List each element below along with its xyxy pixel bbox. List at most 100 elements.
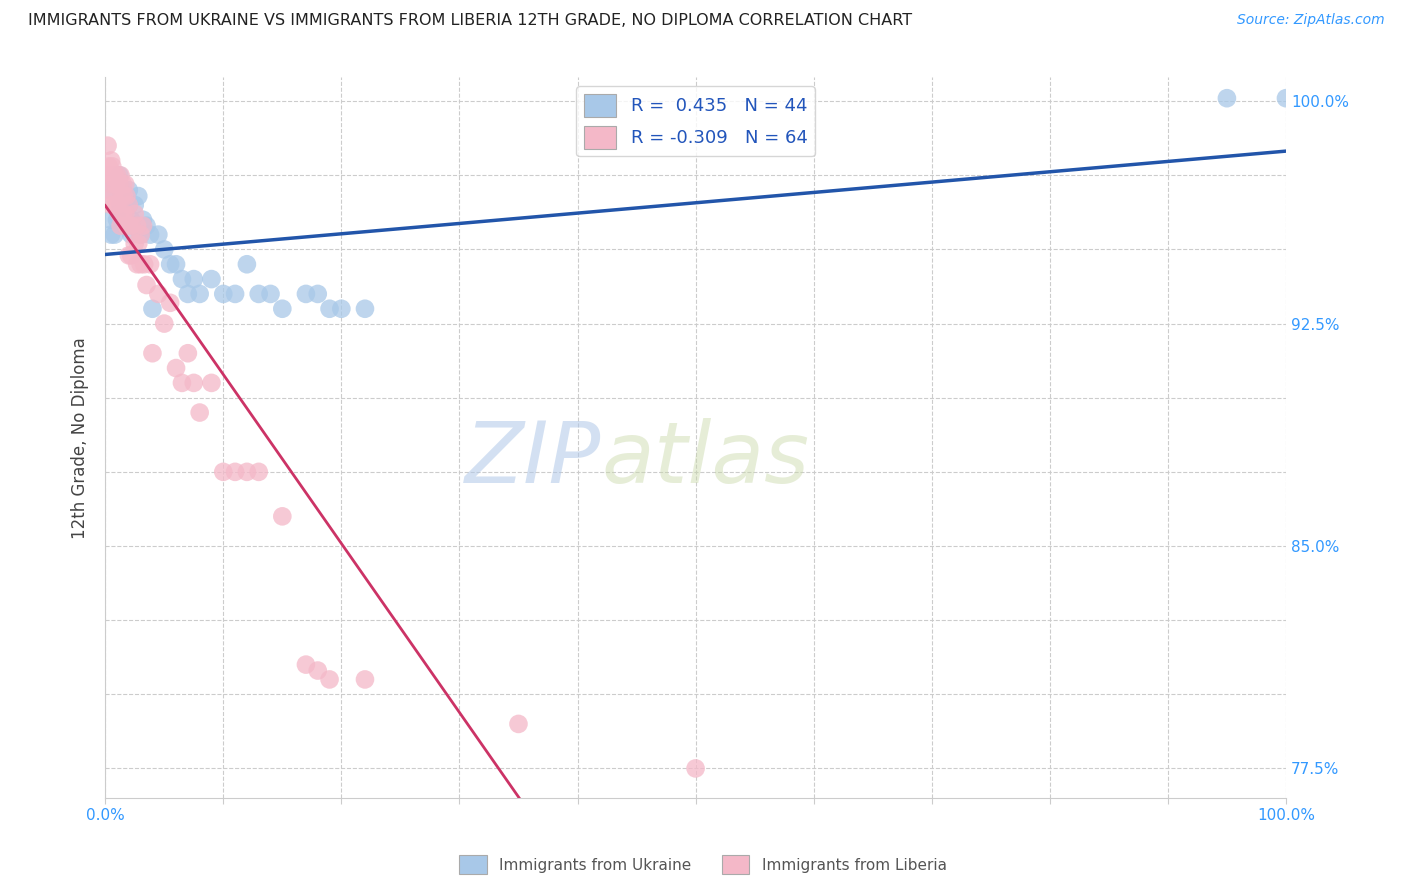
Point	[108, 207, 131, 221]
Point	[159, 295, 181, 310]
Point	[153, 243, 176, 257]
Point	[135, 278, 157, 293]
Text: Source: ZipAtlas.com: Source: ZipAtlas.com	[1237, 13, 1385, 28]
Point	[177, 287, 200, 301]
Point	[170, 272, 193, 286]
Point	[307, 664, 329, 678]
Point	[236, 257, 259, 271]
Point	[108, 178, 131, 192]
Point	[118, 198, 141, 212]
Point	[148, 227, 170, 242]
Point	[98, 169, 121, 183]
Point	[212, 287, 235, 301]
Point	[183, 272, 205, 286]
Point	[120, 227, 142, 242]
Point	[124, 198, 146, 212]
Point	[271, 301, 294, 316]
Point	[183, 376, 205, 390]
Point	[111, 219, 134, 233]
Point	[105, 169, 128, 183]
Point	[1216, 91, 1239, 105]
Point	[188, 287, 211, 301]
Point	[101, 160, 124, 174]
Point	[100, 183, 122, 197]
Point	[354, 673, 377, 687]
Point	[1275, 91, 1298, 105]
Point	[170, 376, 193, 390]
Point	[129, 227, 152, 242]
Point	[295, 287, 318, 301]
Point	[104, 198, 127, 212]
Point	[236, 465, 259, 479]
Point	[110, 169, 132, 183]
Point	[103, 169, 125, 183]
Point	[508, 717, 530, 731]
Point	[118, 183, 141, 197]
Point	[120, 212, 142, 227]
Point	[108, 169, 131, 183]
Point	[685, 761, 707, 775]
Point	[118, 198, 141, 212]
Point	[212, 465, 235, 479]
Point	[165, 361, 187, 376]
Text: IMMIGRANTS FROM UKRAINE VS IMMIGRANTS FROM LIBERIA 12TH GRADE, NO DIPLOMA CORREL: IMMIGRANTS FROM UKRAINE VS IMMIGRANTS FR…	[28, 13, 912, 29]
Point	[120, 248, 142, 262]
Point	[104, 169, 127, 183]
Point	[141, 346, 163, 360]
Point	[100, 212, 122, 227]
Point	[124, 236, 146, 251]
Point	[165, 257, 187, 271]
Point	[200, 376, 222, 390]
Point	[114, 178, 136, 192]
Point	[307, 287, 329, 301]
Point	[318, 673, 340, 687]
Point	[115, 219, 138, 233]
Point	[259, 287, 281, 301]
Legend: R =  0.435   N = 44, R = -0.309   N = 64: R = 0.435 N = 44, R = -0.309 N = 64	[576, 87, 814, 156]
Point	[354, 301, 377, 316]
Legend: Immigrants from Ukraine, Immigrants from Liberia: Immigrants from Ukraine, Immigrants from…	[453, 849, 953, 880]
Point	[120, 219, 142, 233]
Point	[110, 198, 132, 212]
Point	[97, 183, 120, 197]
Point	[97, 160, 120, 174]
Point	[111, 183, 134, 197]
Point	[295, 657, 318, 672]
Point	[318, 301, 340, 316]
Point	[159, 257, 181, 271]
Point	[141, 301, 163, 316]
Point	[100, 198, 122, 212]
Point	[103, 189, 125, 203]
Point	[100, 153, 122, 168]
Point	[127, 257, 149, 271]
Point	[200, 272, 222, 286]
Point	[111, 207, 134, 221]
Point	[115, 212, 138, 227]
Point	[132, 212, 155, 227]
Point	[100, 178, 122, 192]
Point	[132, 219, 155, 233]
Point	[247, 465, 270, 479]
Point	[134, 257, 156, 271]
Point	[104, 227, 127, 242]
Point	[129, 227, 152, 242]
Point	[124, 207, 146, 221]
Point	[118, 248, 141, 262]
Point	[127, 236, 149, 251]
Point	[247, 287, 270, 301]
Point	[135, 219, 157, 233]
Point	[97, 138, 120, 153]
Point	[105, 198, 128, 212]
Point	[111, 178, 134, 192]
Point	[148, 287, 170, 301]
Text: ZIP: ZIP	[465, 417, 602, 501]
Y-axis label: 12th Grade, No Diploma: 12th Grade, No Diploma	[72, 337, 89, 539]
Point	[271, 509, 294, 524]
Point	[139, 227, 162, 242]
Point	[139, 257, 162, 271]
Point	[224, 465, 246, 479]
Point	[110, 219, 132, 233]
Point	[118, 219, 141, 233]
Point	[114, 207, 136, 221]
Point	[177, 346, 200, 360]
